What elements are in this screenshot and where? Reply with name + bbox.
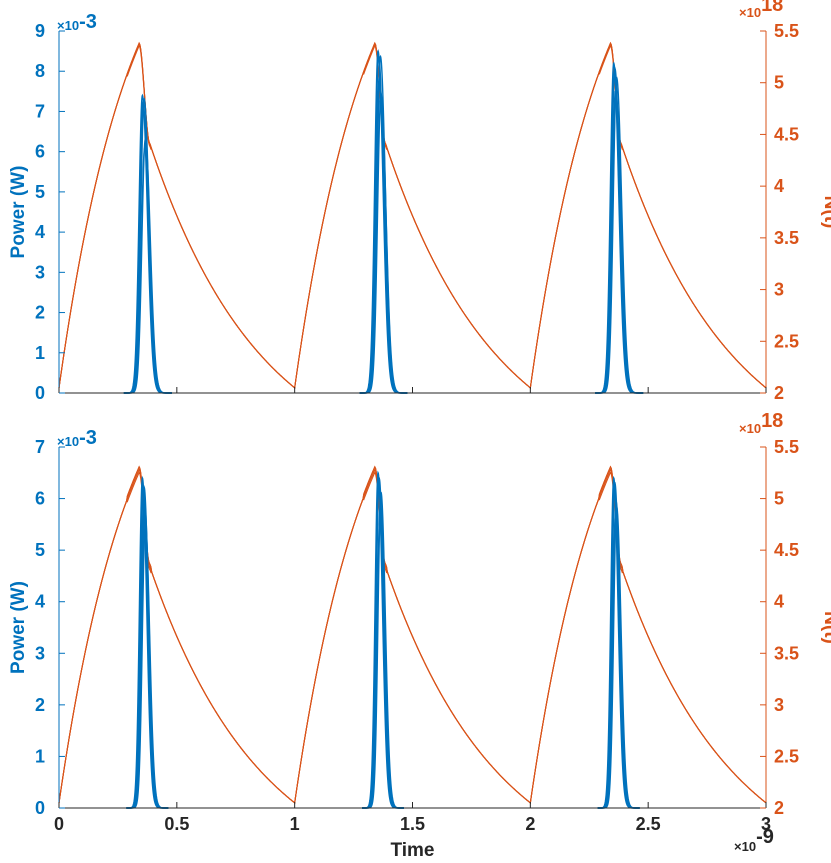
y-right-tick-label: 3.5 xyxy=(774,228,799,248)
y-left-tick-label: 6 xyxy=(35,142,45,162)
x-axis-multiplier: ×10-9 xyxy=(734,826,774,854)
x-tick-label: 0 xyxy=(54,814,64,834)
y-right-tick-label: 3 xyxy=(774,280,784,300)
plot-area xyxy=(59,31,766,393)
y-left-tick-label: 0 xyxy=(35,798,45,818)
y-right-axis-label: N(t) xyxy=(820,196,831,229)
y-right-tick-label: 3.5 xyxy=(774,643,799,663)
y-left-multiplier: ×10-3 xyxy=(57,11,97,33)
x-tick-label: 0.5 xyxy=(164,814,189,834)
y-left-axis-label: Power (W) xyxy=(8,581,29,674)
x-tick-label: 2 xyxy=(525,814,535,834)
y-right-tick-label: 5.5 xyxy=(774,21,799,41)
y-left-tick-label: 5 xyxy=(35,540,45,560)
y-right-tick-label: 2 xyxy=(774,383,784,403)
y-right-tick-label: 2.5 xyxy=(774,331,799,351)
y-left-tick-label: 2 xyxy=(35,695,45,715)
y-right-tick-label: 4.5 xyxy=(774,540,799,560)
y-right-axis-label: N(t) xyxy=(820,611,831,644)
y-right-tick-label: 4 xyxy=(774,592,784,612)
y-right-tick-label: 4 xyxy=(774,176,784,196)
y-left-tick-label: 6 xyxy=(35,489,45,509)
x-tick-label: 2.5 xyxy=(636,814,661,834)
y-right-tick-label: 2.5 xyxy=(774,746,799,766)
y-left-tick-label: 0 xyxy=(35,383,45,403)
y-right-tick-label: 2 xyxy=(774,798,784,818)
y-right-tick-label: 5 xyxy=(774,489,784,509)
y-left-tick-label: 7 xyxy=(35,101,45,121)
y-left-tick-label: 9 xyxy=(35,21,45,41)
y-left-multiplier: ×10-3 xyxy=(57,427,97,449)
y-left-axis-label: Power (W) xyxy=(8,166,29,259)
y-left-tick-label: 8 xyxy=(35,61,45,81)
x-tick-label: 3 xyxy=(761,814,771,834)
y-left-tick-label: 1 xyxy=(35,343,45,363)
chart-panel-bottom: 0 0.5 1 1.5 2 2.5 30123456722.533.544.555.5×10… xyxy=(8,410,831,861)
y-right-tick-label: 3 xyxy=(774,695,784,715)
y-left-tick-label: 7 xyxy=(35,437,45,457)
y-left-tick-label: 3 xyxy=(35,643,45,663)
chart-panel-top: 0 1 2 3 4 5 6 7 8 9 2 2.5 3 3.5 4 4.5 5 5.5 ×10-3 ×1018 Powe… xyxy=(8,0,831,403)
y-left-tick-label: 1 xyxy=(35,746,45,766)
y-left-tick-label: 2 xyxy=(35,303,45,323)
x-axis-label: Time xyxy=(390,840,434,861)
carrier-density-line xyxy=(58,44,767,389)
x-tick-label: 1.5 xyxy=(400,814,425,834)
y-left-tick-label: 3 xyxy=(35,262,45,282)
carrier-density-line xyxy=(58,465,767,804)
y-right-tick-label: 4.5 xyxy=(774,124,799,144)
x-tick-label: 1 xyxy=(290,814,300,834)
plot-area xyxy=(59,447,766,808)
y-left-tick-label: 4 xyxy=(35,222,45,242)
y-right-tick-label: 5.5 xyxy=(774,437,799,457)
y-left-tick-label: 4 xyxy=(35,592,45,612)
y-right-multiplier: ×1018 xyxy=(739,0,783,20)
y-right-multiplier: ×1018 xyxy=(739,410,783,436)
y-left-tick-label: 5 xyxy=(35,182,45,202)
y-right-tick-label: 5 xyxy=(774,73,784,93)
